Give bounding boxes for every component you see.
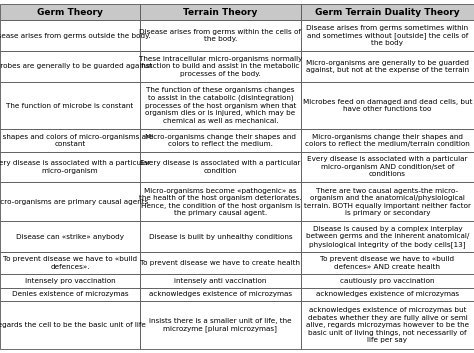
Text: Micro-organisms become «pathogenic» as
the health of the host organism deteriora: Micro-organisms become «pathogenic» as t… bbox=[139, 187, 301, 216]
Text: The function of microbe is constant: The function of microbe is constant bbox=[6, 102, 134, 108]
Text: Intensely pro vaccination: Intensely pro vaccination bbox=[25, 278, 115, 284]
Bar bbox=[301, 252, 474, 274]
Bar bbox=[140, 288, 301, 301]
Text: To prevent disease we have to «build
defences».: To prevent disease we have to «build def… bbox=[3, 256, 137, 270]
Bar bbox=[140, 151, 301, 182]
Text: Every disease is associated with a particular
micro-organism: Every disease is associated with a parti… bbox=[0, 160, 150, 174]
Bar bbox=[0, 151, 140, 182]
Text: Micro-organisms change their shapes and
colors to reflect the medium/terrain con: Micro-organisms change their shapes and … bbox=[305, 134, 470, 147]
Text: Every disease is associated with a particular
condition: Every disease is associated with a parti… bbox=[140, 160, 301, 174]
Bar bbox=[0, 4, 140, 20]
Bar bbox=[140, 301, 301, 349]
Text: Denies existence of microzymas: Denies existence of microzymas bbox=[11, 291, 128, 297]
Bar bbox=[140, 4, 301, 20]
Text: Germ Terrain Duality Theory: Germ Terrain Duality Theory bbox=[315, 8, 460, 17]
Text: Disease is caused by a complex interplay
between germs and the inherent anatomic: Disease is caused by a complex interplay… bbox=[306, 226, 469, 248]
Bar bbox=[0, 20, 140, 51]
Text: Micro-organisms are generally to be guarded
against, but not at the expense of t: Micro-organisms are generally to be guar… bbox=[306, 60, 469, 73]
Text: Every disease is associated with a particular
micro-organism AND condition/set o: Every disease is associated with a parti… bbox=[307, 156, 468, 177]
Text: Disease arises from germs outside the body.: Disease arises from germs outside the bo… bbox=[0, 32, 150, 38]
Text: Disease is built by unhealthy conditions: Disease is built by unhealthy conditions bbox=[148, 234, 292, 240]
Bar bbox=[140, 20, 301, 51]
Bar bbox=[0, 221, 140, 252]
Bar bbox=[140, 221, 301, 252]
Bar bbox=[301, 151, 474, 182]
Text: acknowledges existence of microzymas: acknowledges existence of microzymas bbox=[316, 291, 459, 297]
Bar bbox=[140, 51, 301, 82]
Text: Microbes feed on damaged and dead cells, but
have other functions too: Microbes feed on damaged and dead cells,… bbox=[303, 99, 472, 112]
Bar bbox=[301, 274, 474, 288]
Text: Micro-organisms are primary causal agents: Micro-organisms are primary causal agent… bbox=[0, 199, 148, 205]
Bar bbox=[301, 182, 474, 221]
Text: Regards the cell to be the basic unit of life: Regards the cell to be the basic unit of… bbox=[0, 322, 146, 328]
Text: Disease arises from germs within the cells of
the body.: Disease arises from germs within the cel… bbox=[139, 29, 301, 42]
Bar bbox=[0, 301, 140, 349]
Text: Disease can «strike» anybody: Disease can «strike» anybody bbox=[16, 234, 124, 240]
Text: Germ Theory: Germ Theory bbox=[37, 8, 103, 17]
Text: Terrain Theory: Terrain Theory bbox=[183, 8, 257, 17]
Bar bbox=[0, 288, 140, 301]
Text: These intracellular micro-organisms normally
function to build and assist in the: These intracellular micro-organisms norm… bbox=[139, 56, 302, 77]
Bar bbox=[140, 82, 301, 130]
Bar bbox=[0, 182, 140, 221]
Text: acknowledges existence of microzymas but
debates whether they are fully alive or: acknowledges existence of microzymas but… bbox=[306, 307, 469, 343]
Bar bbox=[140, 252, 301, 274]
Bar bbox=[0, 51, 140, 82]
Bar bbox=[301, 4, 474, 20]
Text: To prevent disease we have to «build
defences» AND create health: To prevent disease we have to «build def… bbox=[320, 256, 455, 270]
Text: Microbes are generally to be guarded against: Microbes are generally to be guarded aga… bbox=[0, 63, 152, 69]
Text: Micro-organisms change their shapes and
colors to reflect the medium.: Micro-organisms change their shapes and … bbox=[145, 134, 296, 147]
Bar bbox=[140, 274, 301, 288]
Bar bbox=[301, 301, 474, 349]
Text: To prevent disease we have to create health: To prevent disease we have to create hea… bbox=[140, 260, 301, 266]
Text: The function of these organisms changes
to assist in the catabolic (disintegrati: The function of these organisms changes … bbox=[145, 87, 296, 124]
Text: The shapes and colors of micro-organisms are
constant: The shapes and colors of micro-organisms… bbox=[0, 134, 153, 147]
Text: cautiously pro vaccination: cautiously pro vaccination bbox=[340, 278, 435, 284]
Text: insists there is a smaller unit of life, the
microzyme [plural microzymas]: insists there is a smaller unit of life,… bbox=[149, 318, 292, 332]
Bar bbox=[301, 82, 474, 130]
Bar bbox=[0, 130, 140, 151]
Text: acknowledges existence of microzymas: acknowledges existence of microzymas bbox=[149, 291, 292, 297]
Bar bbox=[140, 182, 301, 221]
Bar bbox=[301, 288, 474, 301]
Bar bbox=[140, 130, 301, 151]
Text: intensely anti vaccination: intensely anti vaccination bbox=[174, 278, 266, 284]
Bar bbox=[0, 82, 140, 130]
Bar bbox=[301, 20, 474, 51]
Bar bbox=[301, 51, 474, 82]
Bar bbox=[0, 252, 140, 274]
Bar bbox=[301, 130, 474, 151]
Bar bbox=[0, 274, 140, 288]
Bar bbox=[301, 221, 474, 252]
Text: There are two causal agents-the micro-
organism and the anatomical/physiological: There are two causal agents-the micro- o… bbox=[304, 187, 471, 216]
Text: Disease arises from germs sometimes within
and sometimes without [outside] the c: Disease arises from germs sometimes with… bbox=[306, 25, 469, 47]
